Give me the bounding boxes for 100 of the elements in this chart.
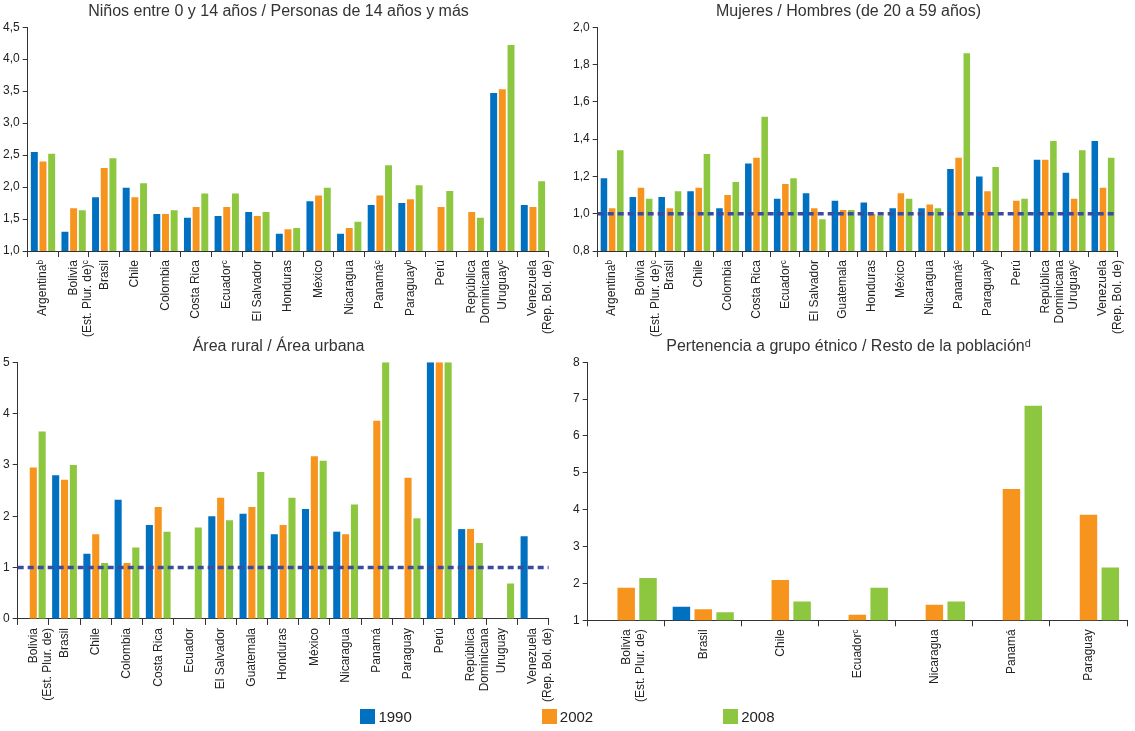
bar [520, 536, 528, 619]
y-tick-label: 7 [572, 391, 580, 406]
bar [333, 531, 341, 619]
bar [279, 524, 287, 619]
x-tick-label: Argentinaᵇ [35, 259, 50, 316]
y-tick-label: 1,6 [572, 94, 590, 109]
y-tick-label: 3,0 [2, 115, 20, 130]
x-tick-label: Uruguayᶜ [1066, 260, 1081, 310]
bar [310, 456, 318, 619]
x-tick-label: Costa Rica [150, 627, 165, 687]
x-tick-label: Ecuadorᶜ [777, 260, 792, 310]
bar [475, 542, 483, 619]
y-tick-label: 3,5 [2, 83, 20, 98]
x-tick-label: Nicaragua [926, 628, 941, 685]
x-tick-label: Paraguayᵇ [402, 259, 417, 316]
x-tick-label: Colombia [119, 627, 134, 679]
bar [413, 518, 421, 619]
bar [350, 504, 358, 619]
bar [154, 507, 162, 619]
x-tick-label: Uruguay [494, 627, 509, 674]
x-tick-label: Honduras [275, 627, 290, 680]
bar [382, 362, 390, 619]
x-tick-label: República Dominicana [464, 259, 493, 324]
bar [444, 362, 452, 619]
x-tick-label: Chile [88, 627, 103, 656]
x-tick-label: Brasil [662, 260, 677, 291]
chart-title: Pertenencia a grupo étnico / Resto de la poblaciónᵈ [666, 337, 1031, 355]
bar [69, 464, 77, 619]
x-tick-label: República Dominicana [1037, 259, 1066, 324]
x-tick-label: El Salvador [249, 260, 264, 322]
x-tick-label: México [310, 259, 325, 299]
x-tick-label: El Salvador [212, 627, 227, 690]
x-tick-label: Ecuador [181, 627, 196, 673]
bar [60, 479, 69, 619]
y-tick-label: 5 [572, 465, 580, 480]
x-tick-label: Panamáᶜ [950, 260, 965, 310]
x-tick-label: Chile [772, 629, 787, 657]
x-tick-label: Uruguayᶜ [494, 260, 509, 310]
y-tick-label: 1,0 [2, 243, 20, 258]
x-tick-label: Panamáᶜ [372, 260, 387, 310]
bar [466, 529, 475, 619]
y-tick-label: 1,5 [2, 211, 20, 226]
bar [114, 499, 122, 619]
x-tick-label: Nicaragua [341, 259, 356, 315]
bar [101, 562, 109, 619]
bar [194, 527, 202, 619]
y-tick-label: 1,8 [572, 56, 590, 71]
x-tick-label: Costa Rica [748, 259, 763, 319]
bar [225, 520, 234, 619]
chart-title: Área rural / Área urbana [192, 336, 365, 355]
bar [319, 460, 327, 619]
y-tick-label: 2 [2, 508, 10, 523]
y-tick-label: 8 [572, 354, 580, 369]
bar [257, 472, 265, 619]
bar [38, 431, 46, 619]
legend-label: 2008 [741, 708, 775, 725]
bar [458, 529, 466, 619]
bar [239, 513, 247, 619]
x-tick-label: El Salvador [806, 260, 821, 322]
bar [426, 362, 434, 619]
chart-title: Mujeres / Hombres (de 20 a 59 años) [715, 2, 982, 20]
y-tick-label: 2,0 [2, 179, 20, 194]
y-tick-label: 0,8 [572, 243, 590, 258]
x-tick-label: Bolivia (Est. Plur. de) [25, 627, 54, 701]
x-tick-label: Perú [431, 627, 446, 654]
x-tick-label: Brasil [56, 627, 71, 658]
bar [132, 547, 140, 619]
x-tick-label: Costa Rica [188, 259, 203, 319]
x-tick-label: Chile [127, 259, 142, 288]
x-tick-label: Perú [1008, 260, 1023, 286]
bar [83, 553, 91, 619]
y-tick-label: 1 [572, 612, 580, 627]
y-tick-label: 1,0 [572, 206, 590, 221]
y-tick-label: 2,5 [2, 147, 20, 162]
y-tick-label: 2,0 [572, 19, 590, 34]
bar [145, 524, 153, 619]
y-tick-label: 4 [572, 502, 580, 516]
bar [404, 477, 412, 619]
x-tick-label: Paraguayᵇ [979, 259, 994, 316]
x-tick-label: República Dominicana [462, 627, 492, 692]
bar [123, 562, 131, 619]
y-tick-label: 3 [2, 457, 10, 472]
bar [92, 534, 100, 619]
x-tick-label: Paraguay [1080, 629, 1095, 681]
y-tick-label: 1,4 [572, 131, 590, 146]
bar [163, 531, 171, 619]
x-tick-label: Brasil [96, 260, 111, 291]
bar [270, 534, 278, 619]
bar [217, 497, 225, 619]
bar [288, 497, 296, 619]
bar [373, 420, 381, 619]
y-tick-label: 4,5 [2, 19, 20, 34]
bar [342, 534, 350, 619]
y-tick-label: 1,2 [572, 168, 590, 183]
x-tick-label: Venezuela (Rep. Bol. de) [525, 627, 554, 703]
x-tick-label: Panamá [369, 627, 384, 673]
bar [301, 509, 310, 619]
x-tick-label: Venezuela (Rep. Bol. de) [525, 259, 554, 335]
x-tick-label: Honduras [280, 260, 295, 313]
y-tick-label: 3 [572, 538, 580, 553]
